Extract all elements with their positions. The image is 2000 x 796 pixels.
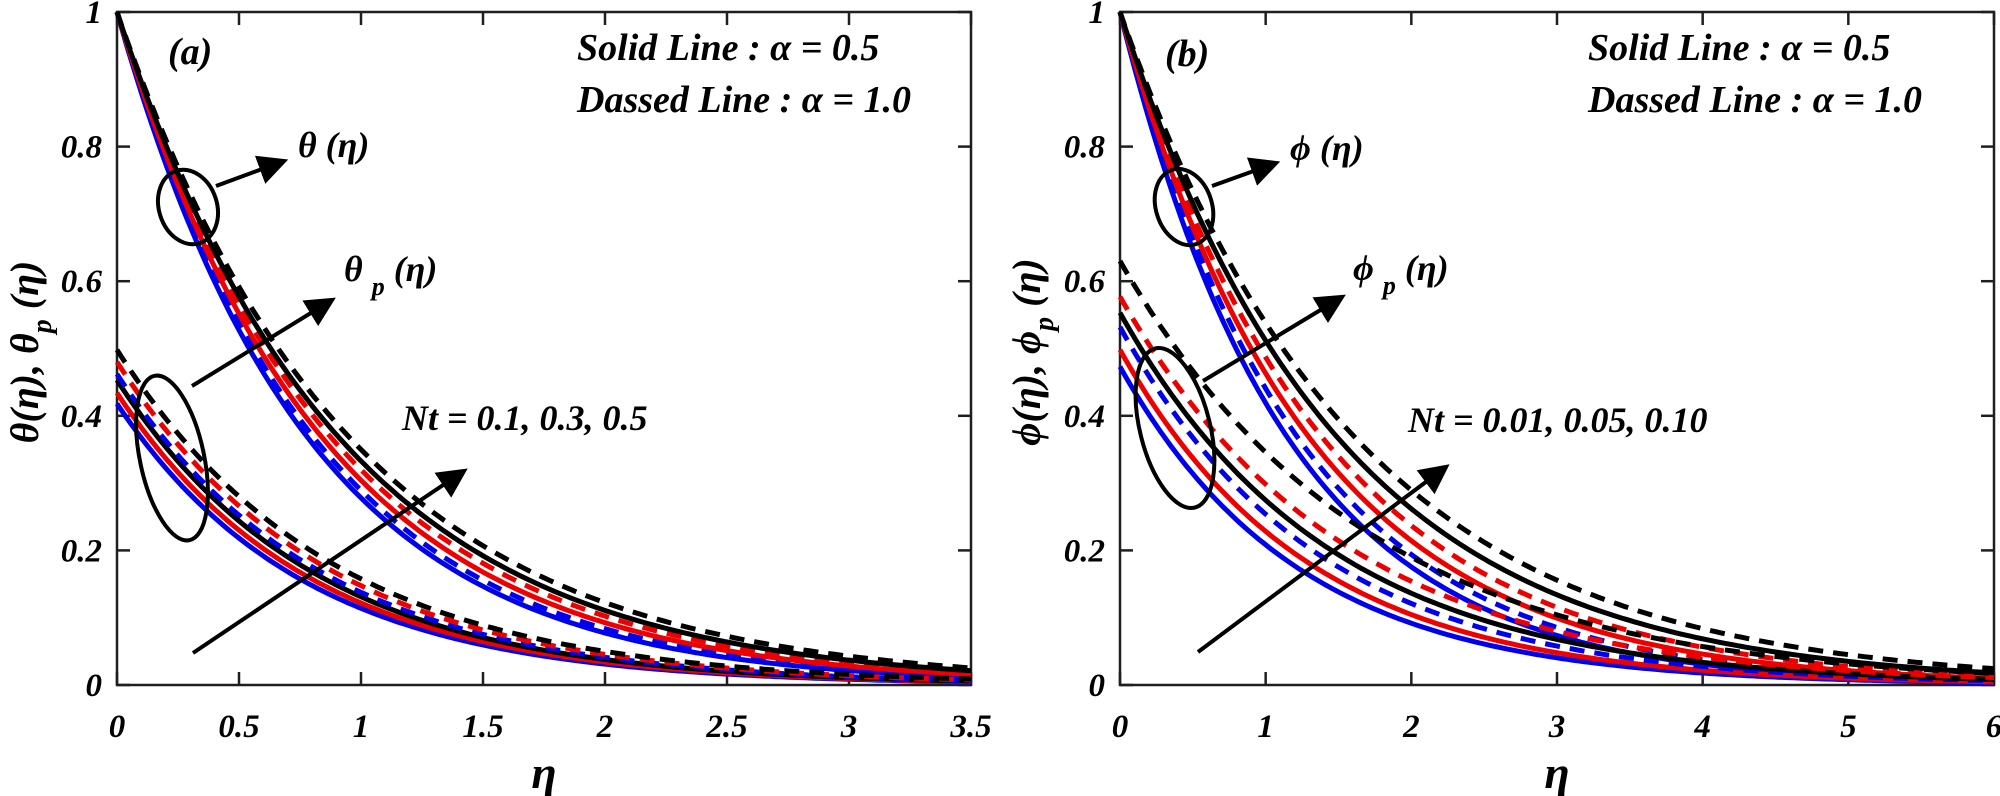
panel-b-xlabel: η — [1544, 747, 1569, 796]
series-a-3 — [114, 11, 972, 675]
nt-label-b: Nt = 0.01, 0.05, 0.10 — [1407, 400, 1708, 440]
nt-label-a: Nt = 0.1, 0.3, 0.5 — [401, 398, 648, 438]
x-tick-label: 0.5 — [218, 709, 259, 745]
y-tick-label: 0.8 — [61, 130, 102, 166]
panel-a-legend-solid: Solid Line : α = 0.5 — [577, 27, 879, 69]
nt-arrow-a — [191, 468, 468, 655]
x-tick-label: 3.5 — [949, 709, 991, 745]
x-tick-label: 2 — [596, 709, 614, 745]
series-a-4 — [114, 11, 972, 674]
series-b-4 — [1117, 11, 1995, 676]
y-tick-label: 0.4 — [61, 399, 102, 435]
series-a-11 — [114, 348, 972, 682]
x-tick-label: 1 — [1257, 709, 1274, 745]
series-b-5 — [1117, 11, 1995, 672]
panel-b-legend-dashed: Dassed Line : α = 1.0 — [1587, 79, 1922, 121]
x-tick-label: 4 — [1693, 709, 1711, 745]
x-tick-label: 2 — [1402, 709, 1420, 745]
x-tick-label: 1 — [353, 709, 370, 745]
panel-b-label: (b) — [1165, 33, 1209, 75]
x-tick-label: 0 — [109, 709, 126, 745]
theta-p-bundle-ellipse — [134, 373, 210, 543]
panel-b-ylabel: ϕ(η), ϕp (η) — [1004, 258, 1060, 445]
panel-a: 0 0.5 1 1.5 2 2.5 3 3.5 0 0.2 0.4 0.6 0.8 1 (a) Solid… — [2, 0, 992, 796]
series-b-3 — [1117, 11, 1995, 679]
panel-b-plot-area: 0 1 2 3 4 5 6 0 0.2 0.4 0.6 0.8 1 — [1064, 0, 2000, 745]
theta-p-arrow — [190, 297, 336, 388]
theta-label: θ (η) — [298, 125, 369, 165]
phi-p-arrow — [1201, 294, 1346, 383]
y-tick-label: 0.2 — [1064, 533, 1105, 569]
theta-arrow — [215, 155, 289, 188]
phi-arrow — [1211, 157, 1281, 188]
panel-a-plot-area: 0 0.5 1 1.5 2 2.5 3 3.5 0 0.2 0.4 0.6 0.8 1 — [61, 0, 992, 745]
series-b-11 — [1117, 259, 1995, 676]
x-tick-label: 1.5 — [462, 709, 503, 745]
panel-a-ylabel: θ(η), θp (η) — [2, 261, 58, 444]
x-tick-label: 2.5 — [705, 709, 747, 745]
phi-p-bundle-ellipse — [1133, 345, 1217, 511]
phi-label: ϕ (η) — [1290, 128, 1364, 168]
y-tick-label: 1 — [86, 0, 103, 31]
y-tick-label: 0.2 — [61, 533, 102, 569]
y-tick-label: 0.6 — [1064, 264, 1106, 300]
panel-a-legend-dashed: Dassed Line : α = 1.0 — [576, 79, 911, 121]
panel-b: 0 1 2 3 4 5 6 0 0.2 0.4 0.6 0.8 1 (b) Solid Line : α… — [1004, 0, 2000, 796]
y-tick-label: 0.6 — [61, 264, 103, 300]
series-a-10 — [114, 360, 972, 683]
theta-bundle-ellipse — [156, 167, 220, 247]
x-tick-label: 6 — [1986, 709, 2000, 745]
series-a-2 — [114, 11, 972, 677]
panel-b-legend-solid: Solid Line : α = 0.5 — [1588, 27, 1890, 69]
series-a-5 — [114, 11, 972, 671]
panel-a-axes-box — [115, 10, 973, 687]
y-tick-label: 1 — [1089, 0, 1106, 31]
x-tick-label: 3 — [840, 709, 858, 745]
panel-a-annotations: (a) Solid Line : α = 0.5 Dassed Line : α… — [2, 27, 911, 796]
phi-p-label: ϕ p (η) — [1353, 248, 1449, 300]
y-tick-label: 0.8 — [1064, 130, 1105, 166]
y-tick-label: 0 — [86, 668, 103, 704]
panel-a-label: (a) — [168, 31, 212, 73]
x-tick-label: 5 — [1840, 709, 1857, 745]
phi-bundle-ellipse — [1152, 166, 1216, 248]
x-tick-label: 3 — [1548, 709, 1566, 745]
panel-b-annotations: (b) Solid Line : α = 0.5 Dassed Line : α… — [1004, 27, 1922, 796]
y-tick-label: 0 — [1089, 668, 1106, 704]
series-a-1 — [114, 11, 972, 679]
panel-a-xlabel: η — [531, 747, 556, 796]
y-tick-label: 0.4 — [1064, 399, 1105, 435]
series-b-9 — [1117, 311, 1995, 682]
series-b-10 — [1117, 295, 1995, 681]
nt-arrow-b — [1196, 464, 1450, 654]
theta-p-label: θ p (η) — [344, 249, 437, 301]
x-tick-label: 0 — [1112, 709, 1129, 745]
